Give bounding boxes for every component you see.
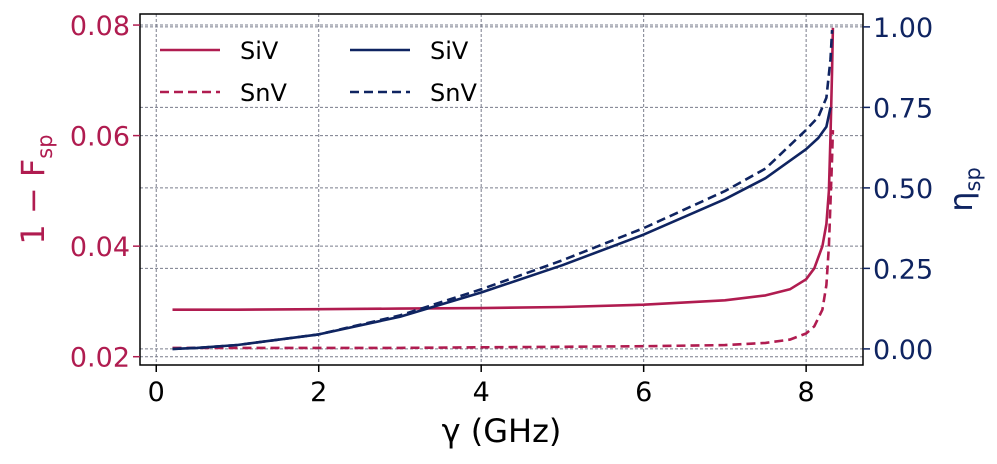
legend-label: SnV xyxy=(430,79,477,107)
y-left-tick-label: 0.08 xyxy=(70,11,130,42)
legend-label: SnV xyxy=(240,79,287,107)
x-tick-label: 2 xyxy=(310,377,327,408)
ticks: 0 2 4 6 8 0.02 0.04 0.06 0.08 0.00 0.25 0.50 0.75 1.0… xyxy=(70,11,933,408)
legend-label: SiV xyxy=(430,37,469,65)
plot-frame xyxy=(139,13,864,366)
y-left-tick-label: 0.02 xyxy=(70,343,130,374)
grid xyxy=(140,14,863,365)
x-tick-label: 6 xyxy=(635,377,652,408)
y-right-tick-label: 0.75 xyxy=(873,93,933,124)
x-tick-label: 4 xyxy=(473,377,490,408)
series-line-snv-left-dashed xyxy=(172,130,835,350)
y-left-tick-label: 0.04 xyxy=(70,232,130,263)
x-tick-label: 8 xyxy=(798,377,815,408)
y-right-tick-label: 1.00 xyxy=(873,13,933,44)
y-axis-right-title-subscript: sp xyxy=(961,167,985,191)
x-tick-label: 0 xyxy=(148,377,165,408)
legend-label: SiV xyxy=(240,37,279,65)
y-right-tick-label: 0.50 xyxy=(873,174,933,205)
series-line-siv-left-solid xyxy=(172,27,835,312)
legend: SiV SnV SiV SnV xyxy=(160,37,477,107)
y-right-tick-label: 0.00 xyxy=(873,335,933,366)
x-axis-title: γ (GHz) xyxy=(442,412,562,450)
y-left-tick-label: 0.06 xyxy=(70,122,130,153)
y-right-tick-label: 0.25 xyxy=(873,254,933,285)
series-line-snv-right-dashed xyxy=(172,30,834,351)
series-group xyxy=(172,27,835,351)
y-axis-left-title-subscript: sp xyxy=(33,134,57,158)
